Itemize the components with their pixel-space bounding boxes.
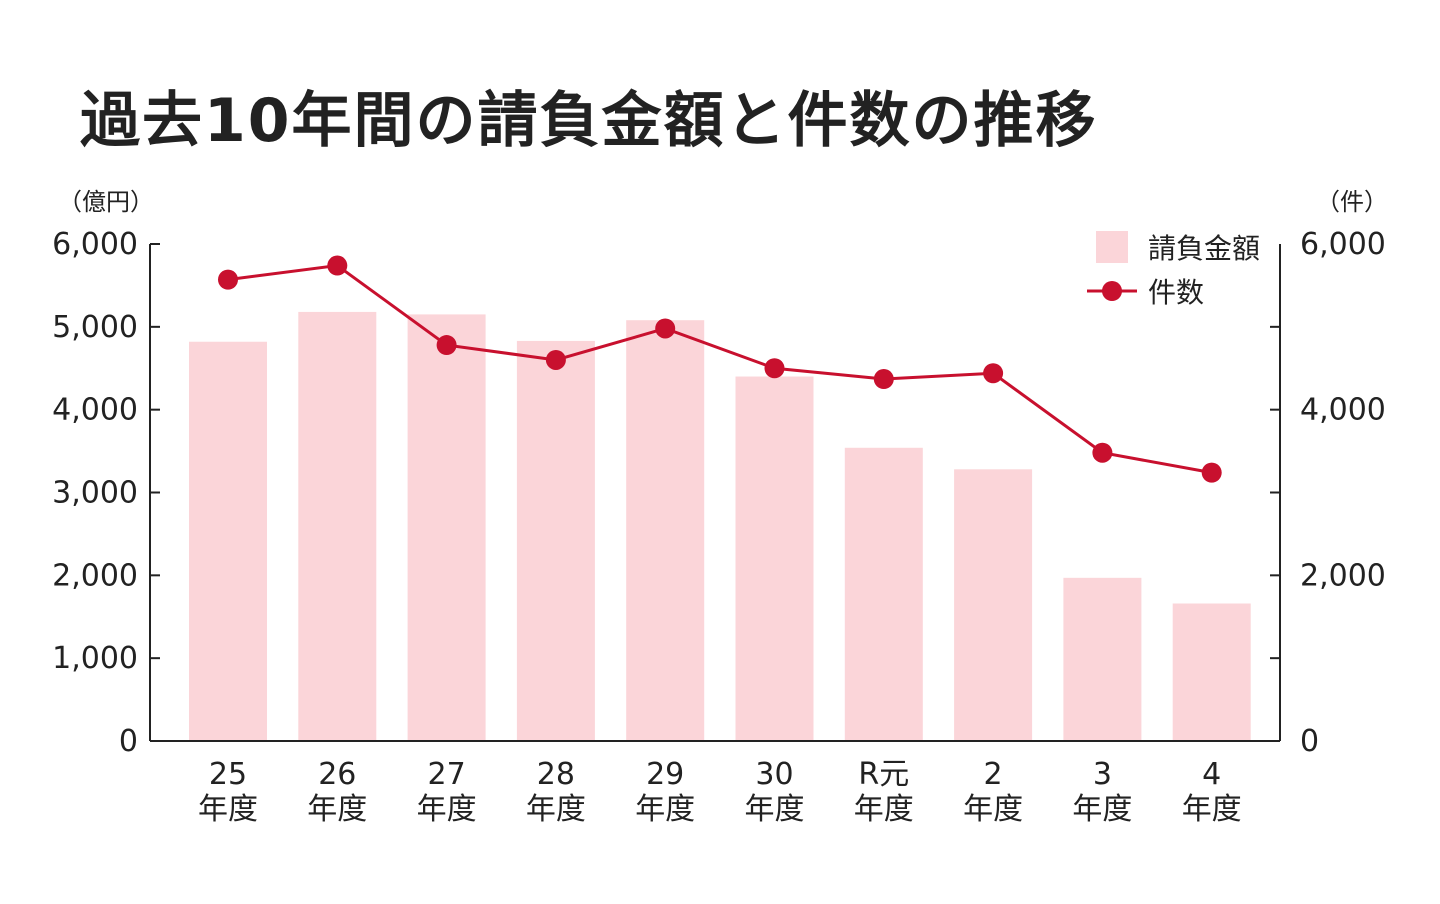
x-label-3: 28 [537,757,575,792]
left-tick-label-0: 0 [119,724,138,759]
bar-9 [1172,603,1251,741]
count-line [227,263,1212,475]
bar-2 [407,314,486,741]
x-label-sub-4: 年度 [635,792,695,827]
right-tick-label-2: 4,000 [1300,393,1386,428]
right-tick-label-0: 0 [1300,724,1319,759]
x-label-sub-8: 年度 [1072,792,1132,827]
count-point-5 [764,358,785,379]
legend-bar-swatch [1096,231,1128,263]
count-point-2 [436,335,457,356]
x-label-4: 29 [646,757,684,792]
bar-8 [1063,577,1142,741]
x-label-sub-2: 年度 [417,792,477,827]
left-tick-label-6: 6,000 [52,227,138,262]
count-point-9 [1201,462,1222,483]
x-label-6: R元 [858,757,909,792]
legend-line-marker [1102,281,1122,301]
legend-bar-label: 請負金額 [1148,232,1260,265]
right-axis-unit: （件） [1316,188,1388,216]
bar-1 [298,311,377,741]
count-point-8 [1092,442,1113,463]
bar-3 [516,340,595,741]
bar-0 [189,341,267,741]
count-point-7 [983,363,1004,384]
left-tick-label-1: 1,000 [52,641,138,676]
left-tick-label-3: 3,000 [52,476,138,511]
left-axis-unit: （億円） [58,188,154,216]
x-label-5: 30 [755,757,793,792]
bar-7 [954,469,1033,741]
x-label-8: 3 [1093,757,1112,792]
left-tick-label-5: 5,000 [52,310,138,345]
count-point-0 [218,269,238,290]
x-label-sub-7: 年度 [963,792,1023,827]
x-label-0: 25 [209,757,247,792]
x-label-sub-5: 年度 [745,792,805,827]
left-tick-label-4: 4,000 [52,393,138,428]
legend-line-label: 件数 [1148,276,1204,309]
x-label-sub-3: 年度 [526,792,586,827]
x-label-7: 2 [984,757,1003,792]
count-point-4 [655,318,676,339]
chart-title: 過去10年間の請負金額と件数の推移 [80,86,1098,156]
bar-4 [626,320,705,741]
bar-5 [735,376,814,741]
x-label-9: 4 [1202,757,1221,792]
count-point-1 [327,255,348,276]
right-tick-label-1: 2,000 [1300,558,1386,593]
x-label-2: 27 [428,757,466,792]
x-label-sub-1: 年度 [307,792,367,827]
x-label-sub-9: 年度 [1182,792,1242,827]
x-label-sub-6: 年度 [854,792,914,827]
x-label-1: 26 [318,757,356,792]
count-point-6 [873,369,894,390]
x-label-sub-0: 年度 [198,792,258,827]
count-point-3 [545,349,566,370]
left-tick-label-2: 2,000 [52,558,138,593]
right-tick-label-3: 6,000 [1300,227,1386,262]
bar-6 [844,447,923,741]
